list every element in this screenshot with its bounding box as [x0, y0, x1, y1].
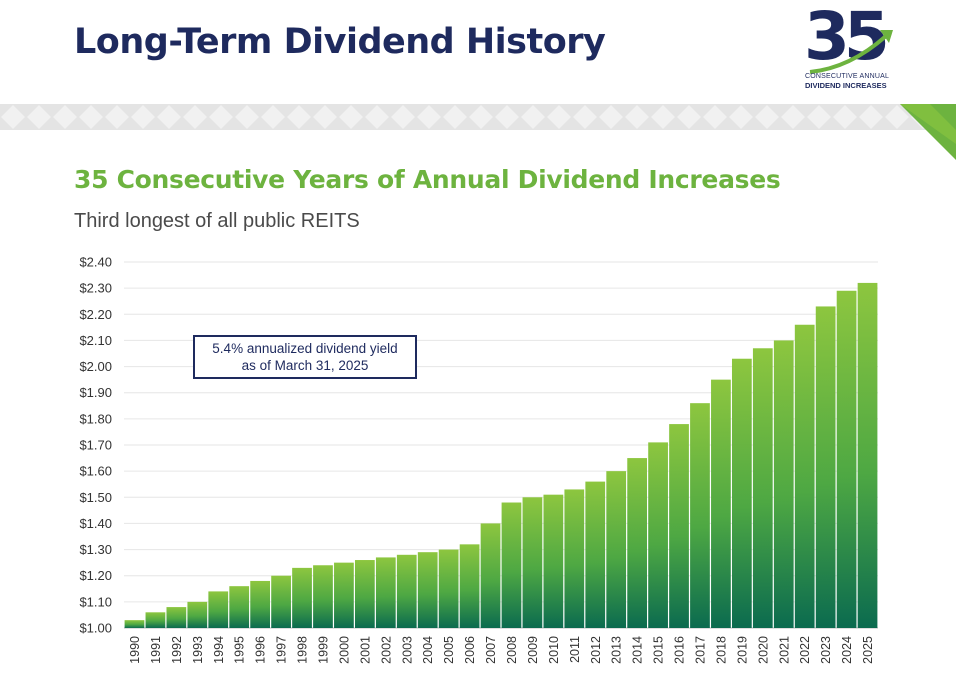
- bar-2001: [354, 560, 375, 628]
- logo-caption-line2: DIVIDEND INCREASES: [805, 81, 887, 90]
- bar-2025: [857, 282, 878, 628]
- bar-1991: [145, 612, 166, 628]
- x-tick-label: 2004: [421, 636, 435, 664]
- y-tick-label: $1.20: [79, 568, 112, 583]
- bar-1992: [166, 607, 187, 628]
- bar-1996: [250, 580, 271, 628]
- x-tick-label: 1997: [275, 636, 289, 664]
- bar-2017: [690, 403, 710, 628]
- bar-2020: [752, 348, 773, 628]
- y-tick-label: $1.40: [79, 516, 112, 531]
- x-tick-label: 2017: [693, 636, 707, 664]
- bar-2021: [773, 340, 794, 628]
- bar-1997: [271, 575, 291, 628]
- bar-2018: [711, 379, 731, 628]
- bar-2022: [794, 324, 815, 628]
- anniversary-logo: 35 CONSECUTIVE ANNUAL DIVIDEND INCREASES: [800, 4, 896, 92]
- bar-2011: [564, 489, 585, 628]
- x-tick-label: 2002: [379, 636, 393, 664]
- y-tick-label: $1.70: [79, 438, 112, 453]
- x-tick-label: 2009: [526, 636, 540, 664]
- section-subheadline: Third longest of all public REITS: [74, 210, 360, 232]
- x-tick-label: 1992: [170, 636, 184, 664]
- bar-2023: [815, 306, 836, 628]
- y-tick-label: $2.10: [79, 333, 112, 348]
- bar-2019: [731, 358, 752, 628]
- bar-2016: [669, 424, 689, 628]
- x-tick-label: 2005: [442, 636, 456, 664]
- bar-2006: [459, 544, 480, 628]
- y-tick-label: $2.30: [79, 281, 112, 296]
- y-tick-label: $1.10: [79, 594, 112, 609]
- x-tick-label: 1996: [254, 636, 268, 664]
- x-tick-label: 2016: [673, 636, 687, 664]
- section-headline: 35 Consecutive Years of Annual Dividend …: [74, 165, 781, 194]
- bar-2004: [417, 552, 438, 628]
- x-tick-label: 1991: [149, 636, 163, 664]
- x-tick-label: 1994: [212, 636, 226, 664]
- y-tick-label: $2.40: [79, 255, 112, 270]
- bar-2010: [543, 494, 564, 628]
- logo-caption-line1: CONSECUTIVE ANNUAL: [805, 73, 890, 80]
- x-tick-label: 2020: [756, 636, 770, 664]
- bar-2024: [836, 290, 857, 628]
- x-tick-label: 1999: [316, 636, 330, 664]
- bar-2013: [606, 471, 627, 628]
- bar-1995: [229, 586, 250, 628]
- x-tick-label: 2018: [714, 636, 728, 664]
- x-tick-label: 2012: [589, 636, 603, 664]
- logo-number: 35: [804, 0, 890, 75]
- y-tick-label: $1.90: [79, 385, 112, 400]
- bar-2008: [501, 502, 522, 628]
- bar-1993: [187, 601, 208, 628]
- y-tick-label: $1.00: [79, 621, 112, 636]
- x-tick-label: 2001: [358, 636, 372, 664]
- decorative-band: [0, 104, 956, 160]
- dividend-yield-callout: 5.4% annualized dividend yield as of Mar…: [193, 335, 417, 379]
- bar-2015: [648, 442, 668, 628]
- x-tick-label: 2025: [861, 636, 875, 664]
- bar-2012: [585, 481, 606, 628]
- bar-2003: [396, 554, 417, 628]
- page-title: Long-Term Dividend History: [74, 22, 606, 62]
- x-tick-label: 2015: [652, 636, 666, 664]
- x-tick-label: 2011: [568, 636, 582, 663]
- x-tick-label: 2023: [819, 636, 833, 664]
- x-tick-label: 2000: [337, 636, 351, 664]
- bar-1998: [292, 567, 312, 628]
- bar-2009: [522, 497, 543, 628]
- rising-arrow-icon: [809, 30, 893, 74]
- y-tick-label: $2.20: [79, 307, 112, 322]
- y-tick-label: $1.80: [79, 411, 112, 426]
- bar-2014: [627, 458, 648, 628]
- bar-2000: [334, 562, 354, 628]
- callout-text: 5.4% annualized dividend yield as of Mar…: [212, 341, 398, 373]
- bar-1999: [313, 565, 333, 628]
- y-tick-label: $1.50: [79, 490, 112, 505]
- x-tick-label: 2013: [610, 636, 624, 664]
- bar-2005: [438, 549, 459, 628]
- x-tick-label: 2008: [505, 636, 519, 664]
- y-tick-label: $1.60: [79, 464, 112, 479]
- x-tick-label: 2022: [798, 636, 812, 664]
- x-tick-label: 2007: [484, 636, 498, 664]
- bar-1994: [208, 591, 229, 628]
- x-tick-label: 2003: [400, 636, 414, 664]
- x-tick-label: 2021: [777, 636, 791, 664]
- x-tick-label: 1990: [128, 636, 142, 664]
- x-tick-label: 1993: [191, 636, 205, 664]
- x-tick-label: 2019: [735, 636, 749, 664]
- x-tick-label: 2006: [463, 636, 477, 664]
- x-tick-label: 2010: [547, 636, 561, 664]
- bar-2007: [480, 523, 501, 628]
- y-tick-label: $2.00: [79, 359, 112, 374]
- x-tick-label: 1995: [233, 636, 247, 664]
- x-tick-label: 1998: [296, 636, 310, 664]
- x-tick-label: 2024: [840, 636, 854, 664]
- x-tick-label: 2014: [631, 636, 645, 664]
- y-tick-label: $1.30: [79, 542, 112, 557]
- bar-1990: [124, 620, 145, 628]
- bar-2002: [375, 557, 396, 628]
